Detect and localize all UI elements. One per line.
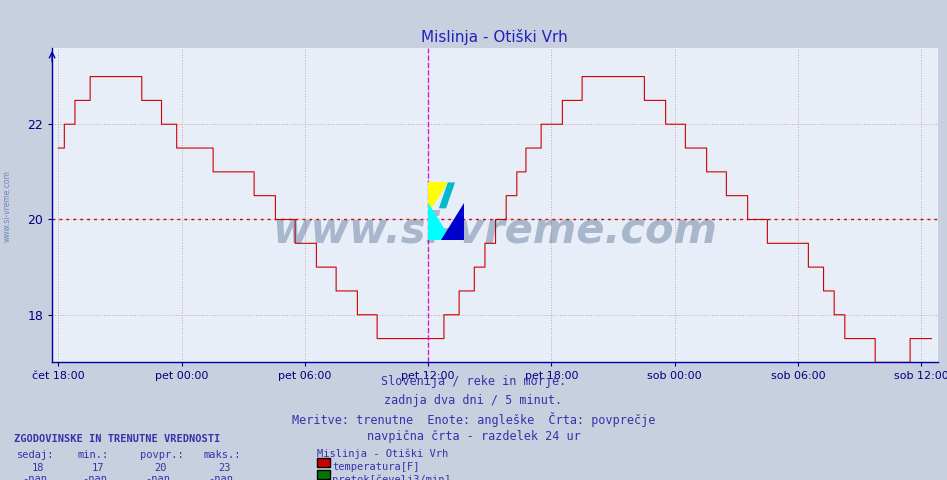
Text: pretok[čevelj3/min]: pretok[čevelj3/min] — [332, 474, 451, 480]
Text: www.si-vreme.com: www.si-vreme.com — [273, 209, 717, 252]
Title: Mislinja - Otiški Vrh: Mislinja - Otiški Vrh — [421, 29, 568, 46]
Text: zadnja dva dni / 5 minut.: zadnja dva dni / 5 minut. — [384, 394, 563, 407]
Text: 18: 18 — [31, 463, 44, 473]
Polygon shape — [428, 203, 452, 240]
Polygon shape — [438, 182, 455, 208]
Text: -nan: -nan — [208, 474, 233, 480]
Text: -nan: -nan — [82, 474, 107, 480]
Text: 20: 20 — [154, 463, 167, 473]
Text: -nan: -nan — [22, 474, 46, 480]
Text: 23: 23 — [218, 463, 230, 473]
Text: maks.:: maks.: — [204, 450, 241, 460]
Text: www.si-vreme.com: www.si-vreme.com — [3, 170, 12, 242]
Text: temperatura[F]: temperatura[F] — [332, 462, 420, 472]
Polygon shape — [428, 182, 448, 214]
Text: min.:: min.: — [78, 450, 109, 460]
Text: Slovenija / reke in morje.: Slovenija / reke in morje. — [381, 375, 566, 388]
Text: -nan: -nan — [145, 474, 170, 480]
Text: sedaj:: sedaj: — [17, 450, 55, 460]
Text: Mislinja - Otiški Vrh: Mislinja - Otiški Vrh — [317, 449, 449, 459]
Text: 17: 17 — [92, 463, 104, 473]
Text: ZGODOVINSKE IN TRENUTNE VREDNOSTI: ZGODOVINSKE IN TRENUTNE VREDNOSTI — [14, 434, 221, 444]
Polygon shape — [440, 203, 464, 240]
Text: povpr.:: povpr.: — [140, 450, 184, 460]
Text: navpična črta - razdelek 24 ur: navpična črta - razdelek 24 ur — [366, 430, 581, 443]
Text: Meritve: trenutne  Enote: angleške  Črta: povprečje: Meritve: trenutne Enote: angleške Črta: … — [292, 412, 655, 427]
